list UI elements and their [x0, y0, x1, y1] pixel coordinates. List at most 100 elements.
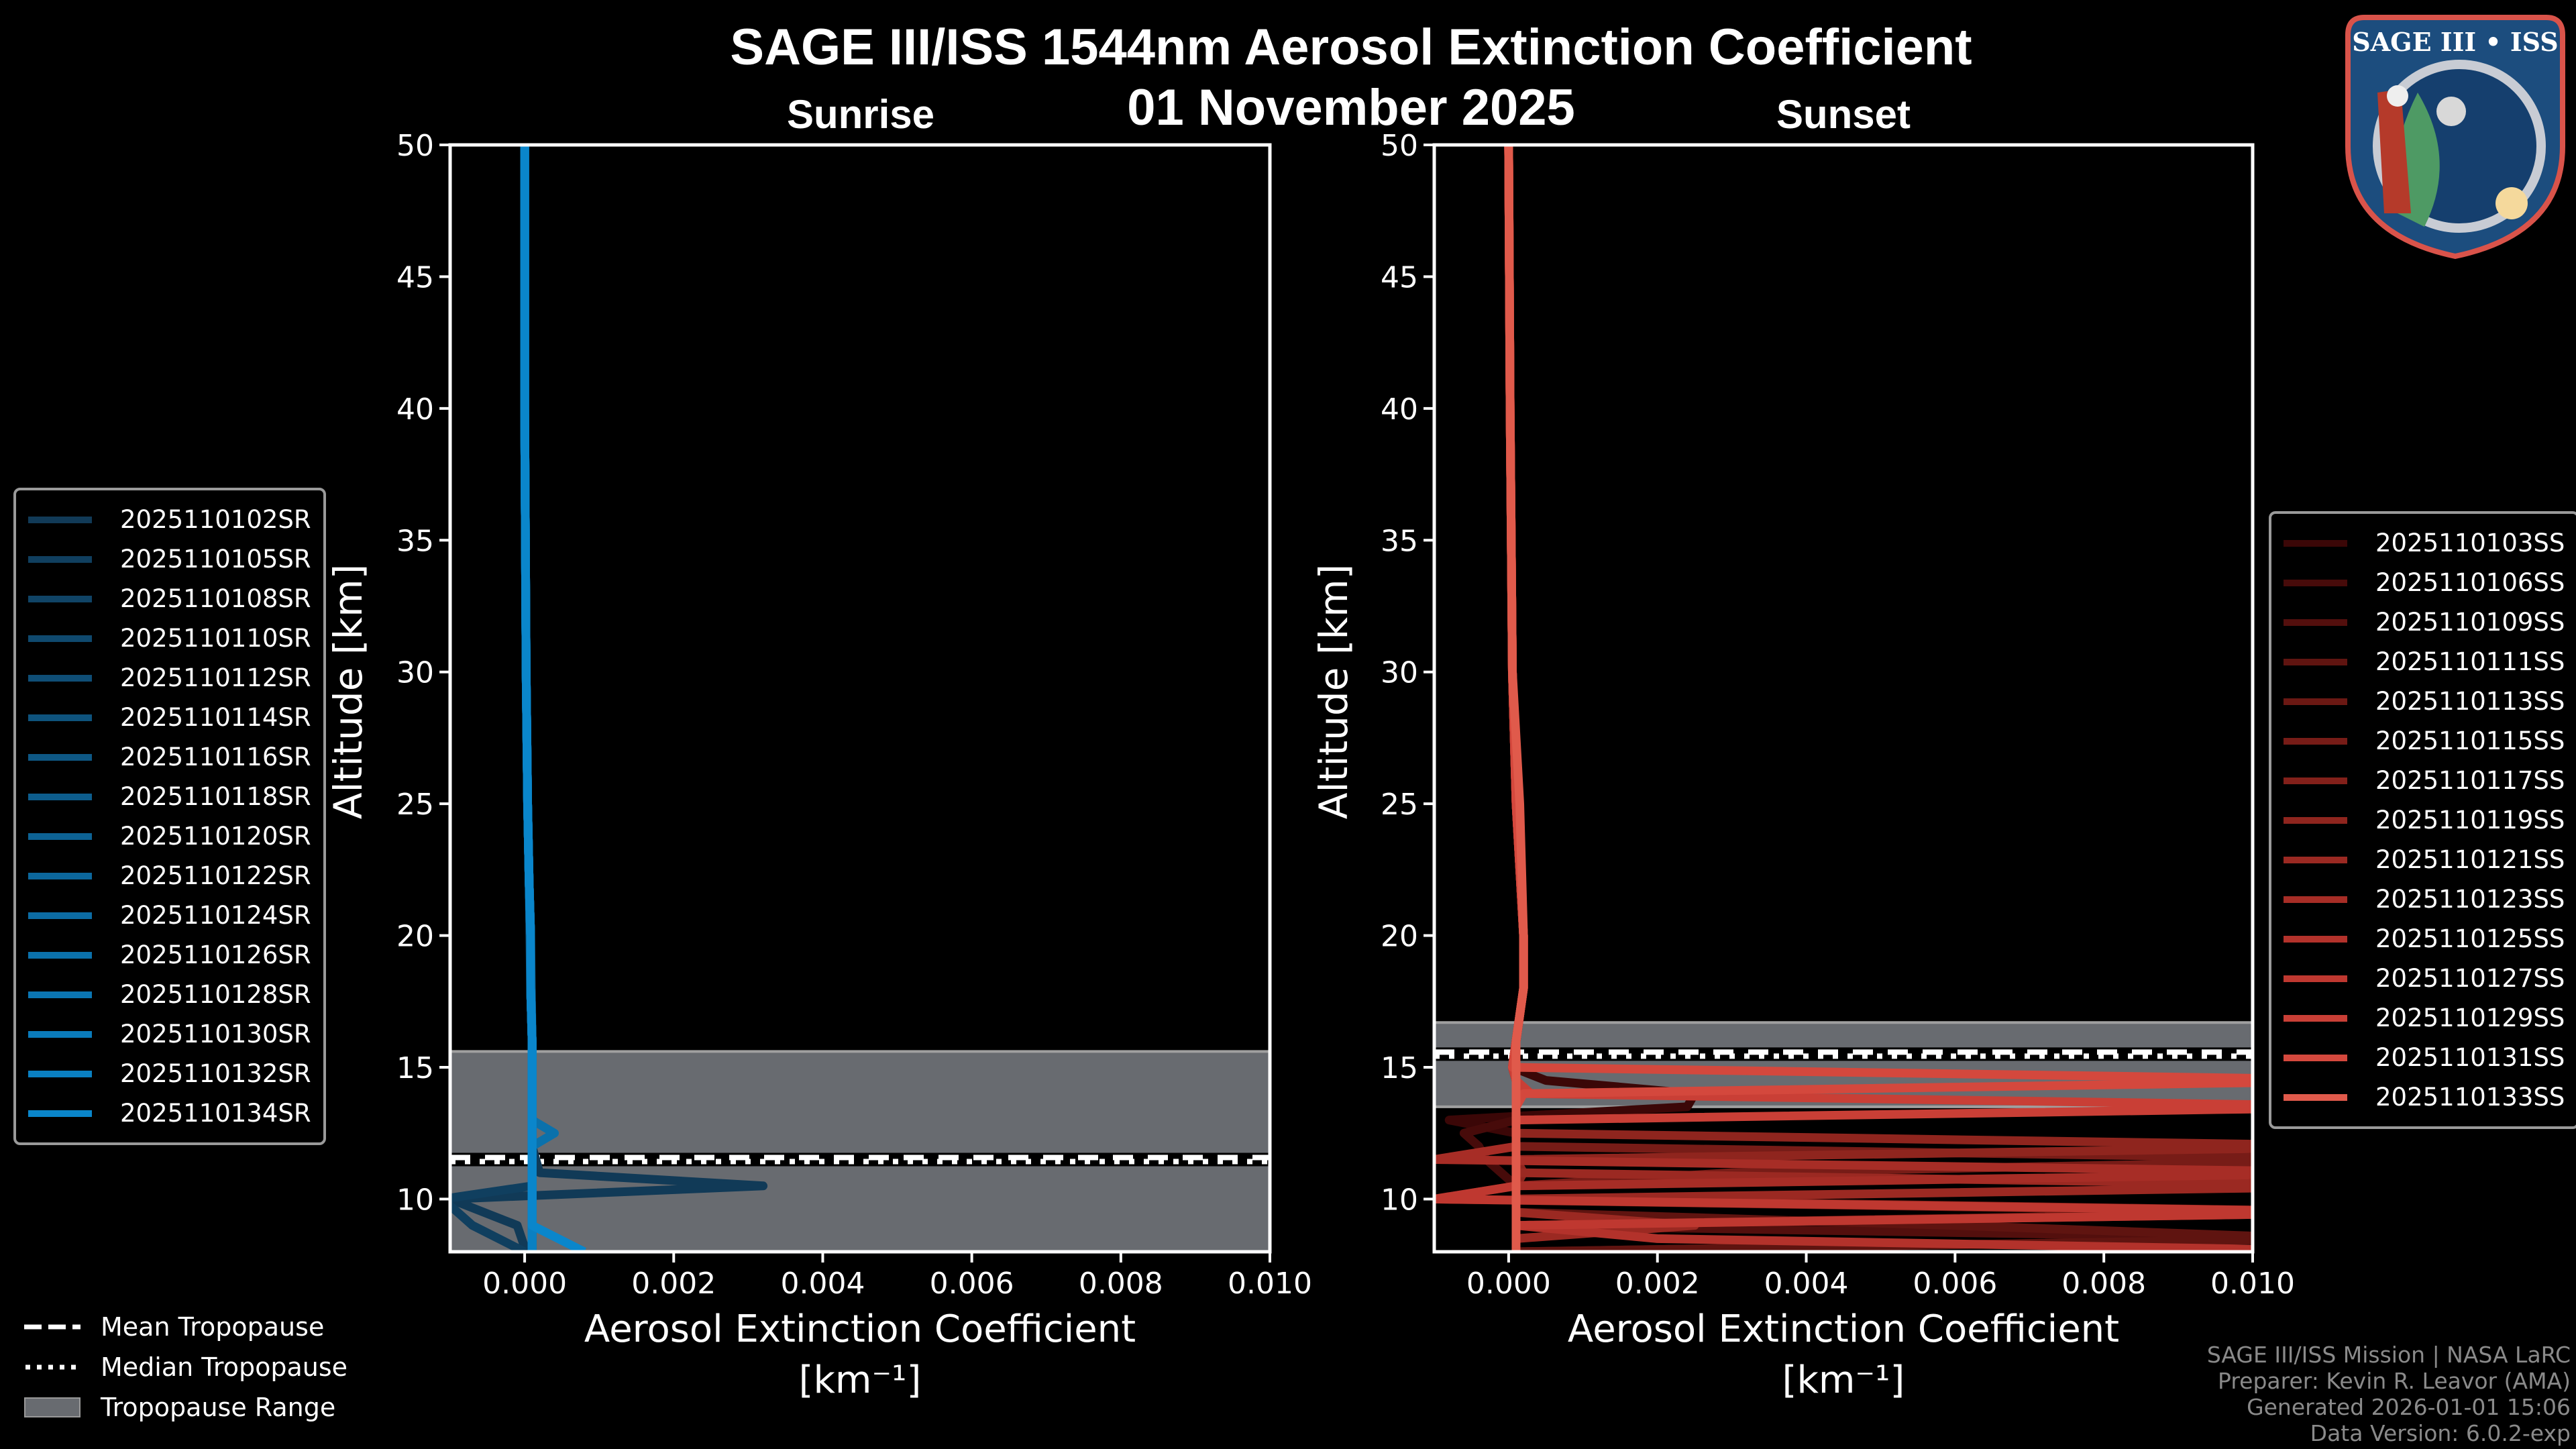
y-tick-label: 50 [1381, 129, 1418, 163]
legend-entry: 2025110117SS [2284, 761, 2565, 800]
legend-label: 2025110130SR [120, 1020, 311, 1049]
y-tick-label: 25 [1381, 788, 1418, 822]
legend-entry: 2025110109SS [2284, 602, 2565, 642]
legend-swatch [28, 833, 92, 840]
legend-swatch [28, 516, 92, 523]
x-tick-label: 0.008 [1079, 1267, 1163, 1301]
x-tick-label: 0.008 [2061, 1267, 2146, 1301]
legend-entry: 2025110121SS [2284, 840, 2565, 879]
legend-entry: 2025110131SS [2284, 1038, 2565, 1077]
legend-swatch [28, 1110, 92, 1117]
legend-swatch [2284, 935, 2347, 943]
legend-label: 2025110103SS [2375, 529, 2565, 557]
tropopause-legend: Mean Tropopause Median Tropopause Tropop… [24, 1307, 347, 1428]
legend-swatch [2284, 1014, 2347, 1022]
dotted-line-icon [25, 1364, 80, 1370]
legend-mean-tropopause: Mean Tropopause [24, 1307, 347, 1347]
legend-swatch [2284, 1093, 2347, 1101]
legend-entry: 2025110112SR [28, 658, 311, 698]
y-tick-label: 10 [1381, 1183, 1418, 1217]
legend-label: 2025110116SR [120, 743, 311, 771]
sunset-subtitle: Sunset [1776, 92, 1911, 137]
legend-label: 2025110121SS [2375, 845, 2565, 874]
legend-entry: 2025110110SR [28, 619, 311, 658]
legend-swatch [2284, 1054, 2347, 1061]
legend-entry: 2025110106SS [2284, 563, 2565, 602]
legend-label: 2025110126SR [120, 941, 311, 969]
x-axis-label: Aerosol Extinction Coefficient [1568, 1307, 2119, 1351]
legend-entry: 2025110120SR [28, 816, 311, 856]
legend-swatch [2284, 896, 2347, 903]
legend-swatch [28, 714, 92, 721]
legend-entry: 2025110127SS [2284, 959, 2565, 998]
legend-swatch [28, 635, 92, 642]
footer-version: Data Version: 6.0.2-exp [2310, 1420, 2571, 1446]
footer-preparer: Preparer: Kevin R. Leavor (AMA) [2218, 1368, 2571, 1394]
legend-entry: 2025110102SR [28, 500, 311, 539]
legend-entry: 2025110124SR [28, 896, 311, 935]
y-tick-label: 40 [1381, 392, 1418, 427]
legend-swatch [28, 674, 92, 682]
legend-entry: 2025110125SS [2284, 919, 2565, 959]
x-axis-label: Aerosol Extinction Coefficient [584, 1307, 1136, 1351]
legend-entry: 2025110116SR [28, 737, 311, 777]
y-tick-label: 20 [396, 920, 434, 954]
legend-label: 2025110133SS [2375, 1083, 2565, 1112]
sunset-axes-frame [1432, 143, 2255, 1254]
legend-entry: 2025110130SR [28, 1014, 311, 1054]
y-tick-label: 25 [396, 788, 434, 822]
x-tick-label: 0.004 [780, 1267, 865, 1301]
tropopause-range-band [450, 1051, 1270, 1252]
legend-entry: 2025110111SS [2284, 642, 2565, 682]
legend-entry: 2025110113SS [2284, 682, 2565, 721]
legend-entry: 2025110126SR [28, 935, 311, 975]
range-patch-icon [24, 1397, 80, 1417]
legend-label: 2025110122SR [120, 861, 311, 890]
y-tick-label: 15 [1381, 1051, 1418, 1085]
y-tick-label: 35 [396, 524, 434, 558]
legend-swatch [2284, 539, 2347, 547]
series-line-2025110134SR [520, 145, 586, 1252]
legend-label: 2025110129SS [2375, 1004, 2565, 1032]
legend-swatch [2284, 579, 2347, 586]
legend-label: 2025110123SS [2375, 885, 2565, 914]
legend-label: 2025110106SS [2375, 568, 2565, 597]
legend-swatch [2284, 658, 2347, 665]
x-tick-label: 0.000 [1466, 1267, 1551, 1301]
y-tick-label: 45 [396, 260, 434, 294]
legend-label: 2025110114SR [120, 703, 311, 732]
y-axis-label: Altitude [km] [1311, 564, 1356, 819]
legend-swatch [2284, 619, 2347, 626]
y-tick-label: 15 [396, 1051, 434, 1085]
legend-entry: 2025110115SS [2284, 721, 2565, 761]
legend-label: 2025110131SS [2375, 1043, 2565, 1072]
mission-patch-logo: SAGE III • ISS [2345, 15, 2565, 260]
legend-label: 2025110117SS [2375, 766, 2565, 795]
svg-text:SAGE III • ISS: SAGE III • ISS [2352, 27, 2558, 57]
legend-label: 2025110118SR [120, 782, 311, 811]
legend-label: 2025110115SS [2375, 727, 2565, 755]
legend-swatch [28, 555, 92, 563]
legend-label: 2025110108SR [120, 584, 311, 613]
legend-label: 2025110119SS [2375, 806, 2565, 835]
legend-entry: 2025110119SS [2284, 800, 2565, 840]
legend-label: 2025110120SR [120, 822, 311, 851]
legend-entry: 2025110122SR [28, 856, 311, 896]
footer-generated: Generated 2026-01-01 15:06 [2247, 1394, 2571, 1420]
legend-entry: 2025110129SS [2284, 998, 2565, 1038]
legend-entry: 2025110108SR [28, 579, 311, 619]
legend-swatch [28, 951, 92, 959]
legend-entry: 2025110132SR [28, 1054, 311, 1093]
chart-date: 01 November 2025 [1127, 79, 1575, 136]
legend-swatch [28, 1030, 92, 1038]
y-tick-label: 50 [396, 129, 434, 163]
x-tick-label: 0.002 [631, 1267, 716, 1301]
footer-credits: SAGE III/ISS Mission | NASA LaRC Prepare… [2207, 1342, 2571, 1446]
sunrise-plot-area [450, 145, 1270, 1252]
legend-label: 2025110111SS [2375, 647, 2565, 676]
legend-label: Mean Tropopause [101, 1312, 325, 1342]
legend-label: 2025110125SS [2375, 924, 2565, 953]
legend-entry: 2025110103SS [2284, 523, 2565, 563]
legend-median-tropopause: Median Tropopause [24, 1347, 347, 1387]
legend-label: 2025110113SS [2375, 687, 2565, 716]
